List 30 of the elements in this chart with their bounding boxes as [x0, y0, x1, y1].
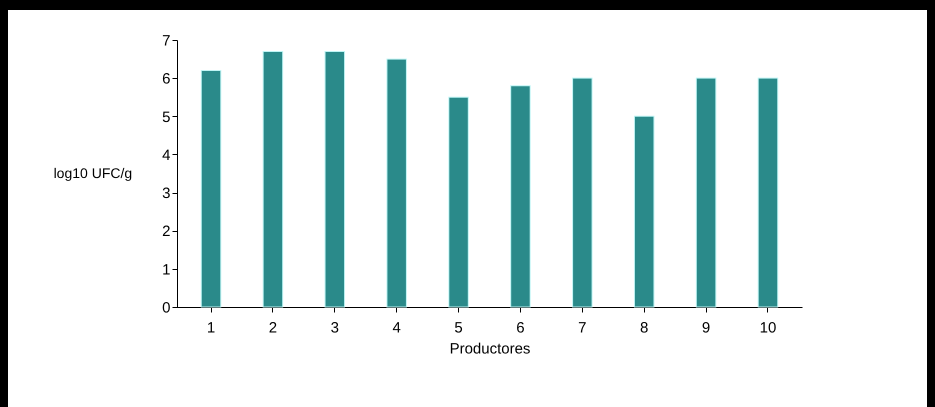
x-tick-label: 6: [516, 320, 525, 336]
y-tick-label: 2: [162, 223, 170, 240]
x-tick-label: 10: [760, 320, 776, 336]
bar: [200, 70, 222, 308]
bar: [324, 50, 346, 308]
x-tick-label: 5: [454, 320, 463, 336]
bar: [386, 58, 407, 308]
y-tick-label: 6: [162, 70, 170, 88]
y-tick-label: 7: [162, 32, 170, 50]
x-tick-label: 8: [640, 320, 648, 336]
bar: [262, 50, 284, 308]
bar: [758, 78, 778, 308]
x-tick-label: 2: [268, 320, 278, 336]
bar: [696, 78, 716, 308]
x-tick-label: 9: [702, 320, 710, 336]
y-tick-label: 5: [162, 108, 170, 126]
y-tick-label: 4: [162, 146, 170, 164]
x-tick-label: 1: [206, 320, 216, 336]
y-tick-label: 0: [162, 300, 170, 316]
y-tick-label: 3: [162, 185, 170, 202]
x-axis-title: Productores: [450, 340, 530, 358]
bar: [572, 78, 593, 308]
x-tick-label: 7: [578, 320, 586, 336]
bar: [510, 85, 531, 308]
bar: [634, 116, 654, 308]
x-tick-label: 3: [330, 320, 339, 336]
x-tick-label: 4: [392, 320, 401, 336]
bar: [448, 96, 469, 308]
y-axis-title: log10 UFC/g: [54, 165, 132, 181]
y-tick-label: 1: [162, 261, 170, 278]
